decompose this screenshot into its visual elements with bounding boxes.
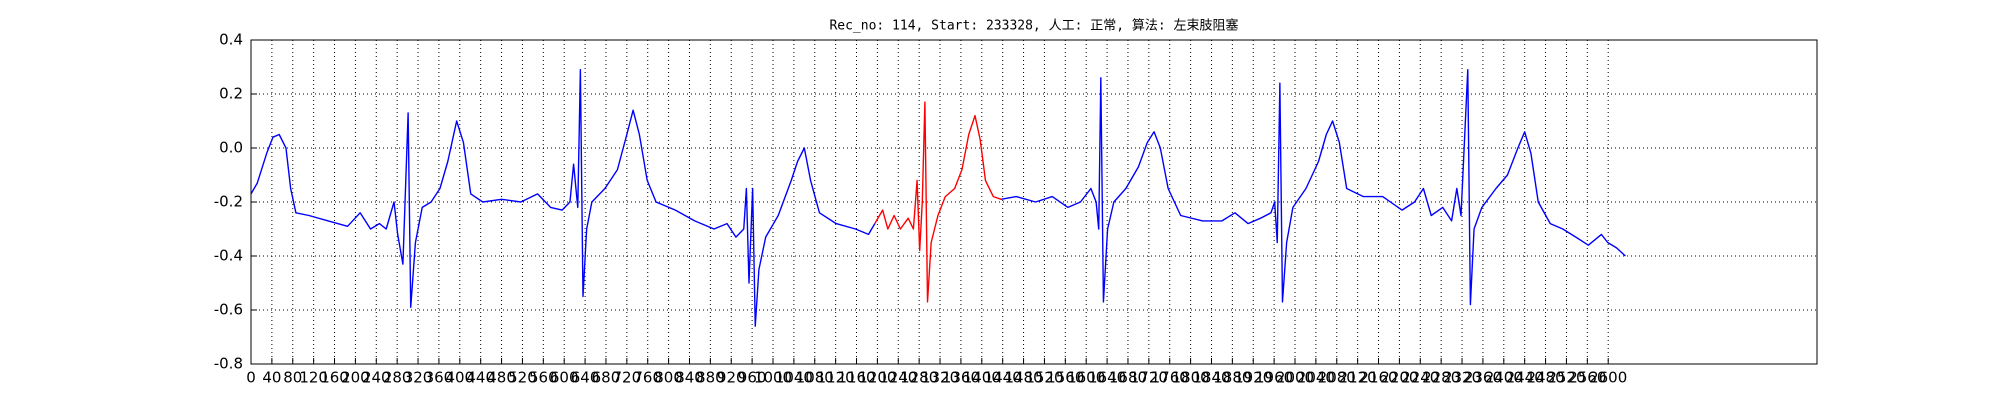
y-tick-label: 0.0 xyxy=(219,139,243,157)
chart-title: Rec_no: 114, Start: 233328, 人工: 正常, 算法: … xyxy=(829,18,1238,34)
plot-frame xyxy=(250,39,1818,365)
x-tick-label: 800 xyxy=(654,369,683,387)
x-tick-label: 1920 xyxy=(1234,369,1272,387)
x-tick-label: 1600 xyxy=(1067,369,1105,387)
x-tick-label: 640 xyxy=(571,369,600,387)
x-tick-label: 120 xyxy=(299,369,328,387)
x-tick-label: 2040 xyxy=(1297,369,1335,387)
x-tick-label: 0 xyxy=(246,369,256,387)
x-tick-label: 600 xyxy=(550,369,579,387)
x-tick-label: 400 xyxy=(445,369,474,387)
x-tick-label: 80 xyxy=(283,369,302,387)
x-tick-label: 40 xyxy=(262,369,281,387)
y-tick-label: -0.4 xyxy=(214,247,243,265)
x-tick-label: 2560 xyxy=(1568,369,1606,387)
data-line xyxy=(874,101,1002,303)
x-tick-label: 240 xyxy=(362,369,391,387)
x-tick-label: 520 xyxy=(508,369,537,387)
x-tick-label: 2600 xyxy=(1589,369,1627,387)
x-tick-label: 1840 xyxy=(1192,369,1230,387)
y-tick-label: -0.8 xyxy=(214,355,243,373)
x-tick-label: 1760 xyxy=(1151,369,1189,387)
x-tick-label: 680 xyxy=(592,369,621,387)
x-tick-label: 2360 xyxy=(1464,369,1502,387)
x-tick-label: 2200 xyxy=(1380,369,1418,387)
y-tick-label: 0.2 xyxy=(219,85,243,103)
x-tick-label: 2480 xyxy=(1526,369,1564,387)
x-tick-label: 960 xyxy=(738,369,767,387)
x-tick-label: 560 xyxy=(529,369,558,387)
x-tick-label: 1960 xyxy=(1255,369,1293,387)
x-tick-label: 2240 xyxy=(1401,369,1439,387)
x-tick-label: 1880 xyxy=(1213,369,1251,387)
x-tick-label: 280 xyxy=(383,369,412,387)
x-tick-label: 2280 xyxy=(1422,369,1460,387)
x-tick-label: 1240 xyxy=(879,369,917,387)
x-tick-label: 2160 xyxy=(1359,369,1397,387)
x-tick-label: 2400 xyxy=(1485,369,1523,387)
x-tick-label: 840 xyxy=(675,369,704,387)
x-tick-label: 1120 xyxy=(817,369,855,387)
x-tick-label: 1360 xyxy=(942,369,980,387)
data-line xyxy=(250,69,876,327)
x-tick-label: 1160 xyxy=(837,369,875,387)
x-tick-label: 1480 xyxy=(1004,369,1042,387)
x-tick-label: 1080 xyxy=(796,369,834,387)
x-tick-label: 1640 xyxy=(1088,369,1126,387)
x-tick-label: 2320 xyxy=(1443,369,1481,387)
x-tick-label: 1040 xyxy=(775,369,813,387)
y-tick-label: -0.6 xyxy=(214,301,243,319)
x-tick-label: 440 xyxy=(466,369,495,387)
x-tick-label: 2000 xyxy=(1276,369,1314,387)
x-tick-label: 2440 xyxy=(1506,369,1544,387)
x-tick-label: 1520 xyxy=(1025,369,1063,387)
x-tick-label: 320 xyxy=(404,369,433,387)
data-line xyxy=(1000,69,1626,306)
x-tick-label: 1440 xyxy=(984,369,1022,387)
x-tick-label: 920 xyxy=(717,369,746,387)
x-tick-label: 1560 xyxy=(1046,369,1084,387)
x-tick-label: 1280 xyxy=(900,369,938,387)
x-tick-label: 760 xyxy=(633,369,662,387)
x-tick-label: 1320 xyxy=(921,369,959,387)
x-tick-label: 2120 xyxy=(1339,369,1377,387)
x-tick-label: 480 xyxy=(487,369,516,387)
x-tick-label: 2520 xyxy=(1547,369,1585,387)
x-tick-label: 2080 xyxy=(1318,369,1356,387)
x-tick-label: 880 xyxy=(696,369,725,387)
x-tick-label: 360 xyxy=(425,369,454,387)
x-tick-label: 1400 xyxy=(963,369,1001,387)
x-tick-label: 1680 xyxy=(1109,369,1147,387)
y-tick-label: -0.2 xyxy=(214,193,243,211)
y-tick-label: 0.4 xyxy=(219,31,243,49)
x-tick-label: 1800 xyxy=(1172,369,1210,387)
x-tick-label: 160 xyxy=(320,369,349,387)
x-tick-label: 1200 xyxy=(858,369,896,387)
x-tick-label: 1720 xyxy=(1130,369,1168,387)
x-tick-label: 1000 xyxy=(754,369,792,387)
x-tick-label: 720 xyxy=(613,369,642,387)
x-tick-label: 200 xyxy=(341,369,370,387)
